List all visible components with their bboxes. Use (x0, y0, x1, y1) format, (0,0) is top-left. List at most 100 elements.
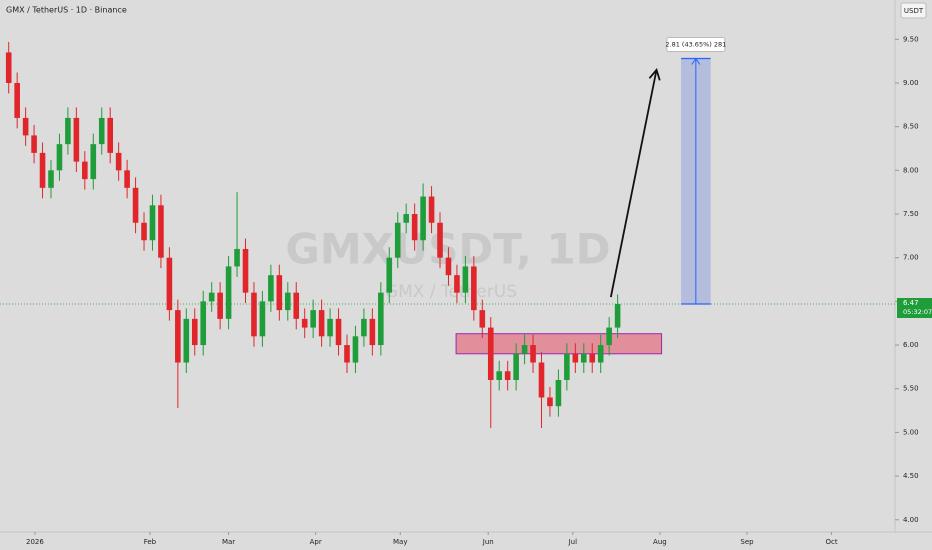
candle-body (504, 371, 511, 380)
y-tick-label: 8.50 (903, 123, 919, 131)
candle-body (411, 214, 418, 241)
candle-body (268, 275, 274, 302)
candle-body (606, 327, 612, 346)
y-tick-label: 8.00 (903, 166, 919, 174)
candle-body (572, 353, 579, 363)
candle-body (107, 117, 113, 153)
x-tick-label: Feb (144, 538, 157, 546)
candle-body (65, 117, 71, 145)
candle-body (428, 196, 435, 223)
projection-arrow (609, 69, 658, 298)
candle-body (208, 292, 215, 302)
candle-body (420, 196, 426, 241)
candle-body (225, 266, 232, 319)
candle-body (513, 353, 519, 380)
candle-body (234, 248, 240, 267)
candle-body (259, 301, 266, 337)
candle-body (454, 275, 460, 293)
candle-body (335, 318, 342, 346)
candle-body (48, 170, 54, 188)
candle-body (191, 318, 198, 346)
candle-body (327, 318, 333, 337)
candle-body (22, 117, 29, 136)
candle-body (251, 292, 257, 337)
candle-body (242, 248, 249, 293)
candle-body (293, 292, 300, 319)
y-tick-label: 7.00 (903, 254, 919, 262)
x-tick-label: Oct (826, 538, 838, 546)
candle-body (141, 222, 147, 241)
candle-body (369, 318, 376, 346)
candle-body (403, 214, 409, 223)
candle-body (538, 362, 545, 398)
candle-body (352, 336, 359, 363)
x-tick-label: Jun (482, 538, 494, 546)
candle-body (14, 82, 20, 118)
x-tick-label: Aug (653, 538, 667, 546)
x-tick-label: Mar (222, 538, 235, 546)
target-label: 2.81 (43.65%) 281 (665, 41, 726, 49)
x-tick-label: Sep (740, 538, 754, 546)
candle-body (437, 222, 443, 258)
candle-body (614, 304, 621, 328)
candle-body (39, 152, 46, 188)
y-tick-label: 6.00 (903, 341, 919, 349)
last-price-label: 6.47 (903, 299, 919, 307)
candle-body (318, 310, 325, 337)
candle-body (217, 292, 223, 319)
y-tick-label: 9.50 (903, 35, 919, 43)
plot-area: 4.004.505.005.506.006.507.007.508.008.50… (0, 35, 919, 546)
candle-body (521, 345, 528, 354)
candle-body (115, 152, 122, 171)
candle-body (479, 310, 486, 328)
candle-body (31, 135, 37, 153)
candle-body (310, 310, 316, 328)
candle-body (175, 310, 181, 363)
x-tick-label: Jul (568, 538, 578, 546)
candle-body (158, 205, 164, 258)
candle-body (530, 345, 536, 363)
candle-body (555, 380, 562, 407)
target-arrow-head (691, 57, 701, 65)
candle-body (378, 292, 384, 346)
candle-body (564, 353, 570, 380)
candle-body (183, 318, 190, 363)
y-tick-label: 5.50 (903, 385, 919, 393)
candle-body (73, 117, 80, 162)
candle-body (496, 371, 503, 380)
candle-body (589, 353, 596, 363)
x-tick-label: May (393, 538, 407, 546)
candle-body (386, 257, 393, 293)
candle-body (132, 187, 139, 223)
x-tick-label: Apr (310, 538, 322, 546)
y-tick-label: 4.00 (903, 516, 919, 524)
candle-body (445, 257, 452, 276)
candle-body (149, 205, 156, 241)
candle-body (580, 353, 587, 363)
candle-body (166, 257, 173, 311)
y-tick-label: 9.00 (903, 79, 919, 87)
candle-body (301, 318, 308, 328)
candle-body (361, 318, 367, 337)
candle-body (98, 117, 105, 145)
currency-box (900, 2, 927, 19)
candle-body (547, 397, 553, 407)
chart-title: GMX / TetherUS · 1D · Binance (6, 6, 127, 15)
candle-body (284, 292, 291, 311)
candle-body (344, 345, 350, 363)
candle-body (124, 170, 130, 188)
candle-body (82, 161, 88, 180)
currency: USDT (904, 7, 924, 15)
x-tick-label: 2026 (26, 538, 44, 546)
candle-body (5, 52, 12, 83)
target-label-box (666, 37, 726, 53)
watermark-subtitle: GMX / TetherUS (385, 282, 517, 302)
candle-body (200, 301, 207, 346)
last-price-box (897, 298, 932, 318)
y-tick-label: 5.00 (903, 428, 919, 436)
candle-body (90, 144, 97, 180)
candle-body (462, 266, 469, 293)
candle-body (394, 222, 401, 258)
candle-body (276, 275, 283, 311)
